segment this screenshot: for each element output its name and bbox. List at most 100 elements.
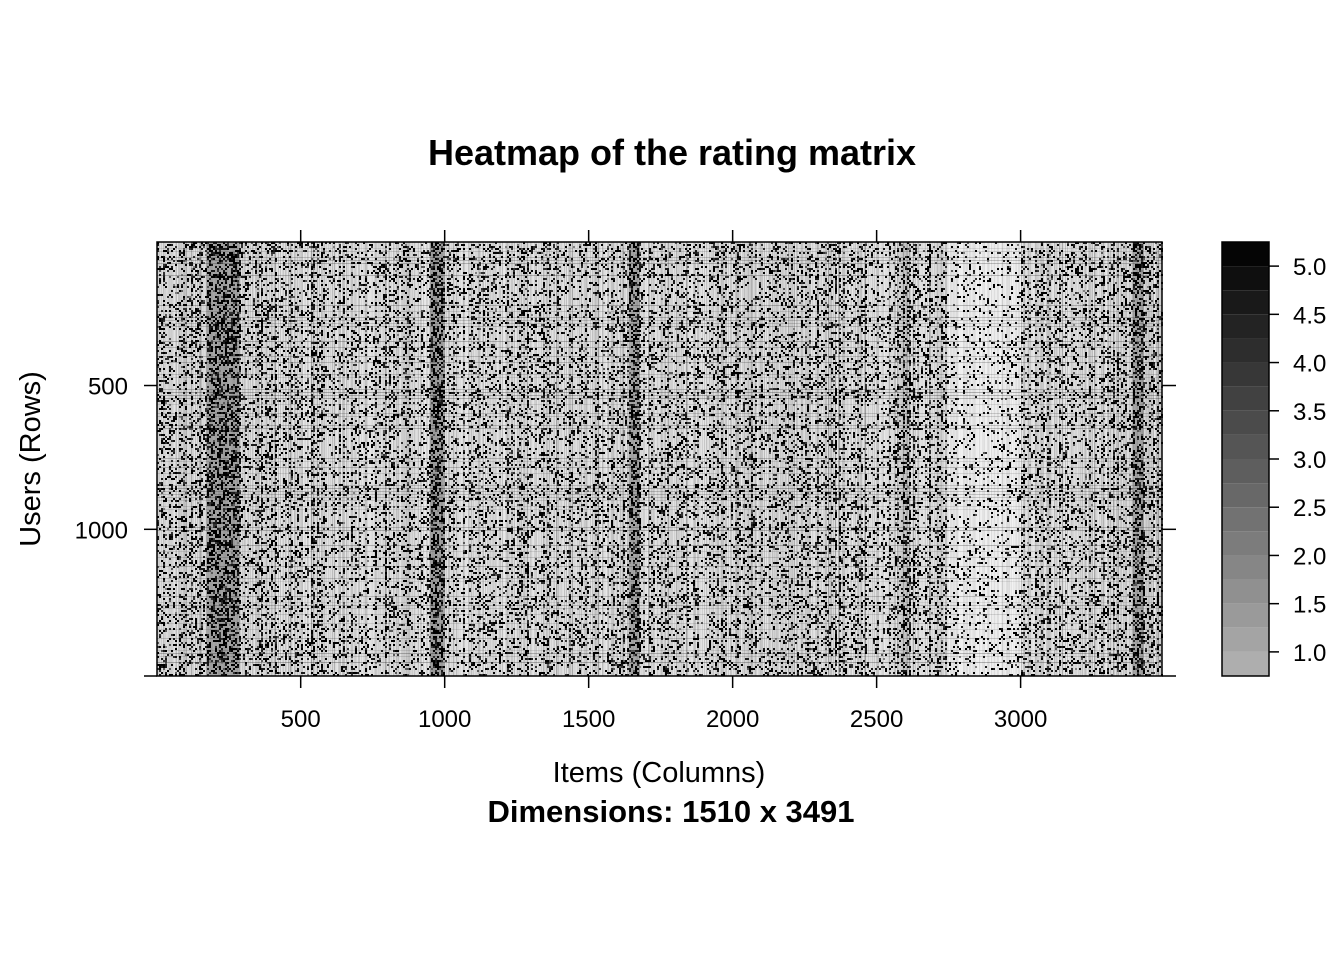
column-streak [725,242,726,676]
column-streak [759,242,760,676]
column-streak [658,242,659,676]
column-streak [671,242,672,676]
column-streak [1097,242,1098,676]
column-streak [659,242,660,676]
column-streak [1079,242,1080,676]
column-streak [377,242,378,676]
column-streak [432,242,433,676]
column-streak [568,242,569,676]
column-streak [278,242,279,676]
column-streak [1024,242,1025,676]
column-streak [291,242,292,676]
column-streak [771,242,772,676]
column-streak [407,242,408,676]
column-streak [523,242,524,676]
color-key-bin [1222,651,1269,676]
column-streak [691,242,692,676]
column-streak [330,242,331,676]
column-streak [217,242,218,676]
column-streak [1087,242,1088,676]
column-streak [635,242,636,676]
column-streak [188,242,189,676]
column-streak [987,242,988,676]
column-streak [1080,242,1081,676]
column-streak [1107,242,1108,676]
column-streak [590,242,591,676]
column-streak [414,242,415,676]
column-streak [890,242,891,676]
column-streak [379,242,380,676]
column-streak [647,242,648,676]
column-streak [712,242,713,676]
column-streak [849,242,850,676]
column-streak [642,242,643,676]
column-streak [303,242,304,676]
column-streak [287,242,288,676]
x-tick-label: 2000 [706,706,759,733]
column-streak [795,242,796,676]
column-streak [991,242,992,676]
column-streak [814,242,815,676]
column-streak [684,242,685,676]
column-streak [782,242,783,676]
y-axis: 500 1000 [75,374,1176,677]
column-streak [427,242,428,676]
column-streak [242,242,243,676]
column-streak [688,242,689,676]
column-streak [522,242,523,676]
color-key-bin [1222,314,1269,339]
column-streak [525,242,526,676]
column-streak [726,242,727,676]
color-key-bin [1222,386,1269,411]
color-key-bin [1222,290,1269,315]
column-streak [827,242,828,676]
column-streak [1031,242,1032,676]
column-streak [222,242,223,676]
column-streak [721,242,722,676]
column-streak [917,242,918,676]
column-streak [1125,242,1126,676]
column-streak [172,242,173,676]
column-streak [1088,242,1089,676]
column-streak [1156,242,1157,676]
column-streak [531,242,532,676]
column-streak [1001,242,1002,676]
column-streak [599,242,600,676]
column-streak [1144,242,1145,676]
column-streak [632,242,633,676]
column-streak [730,242,731,676]
column-streak [465,242,466,676]
column-streak [259,242,260,676]
column-streak [716,242,717,676]
column-streak [597,242,598,676]
column-streak [1104,242,1105,676]
column-streak [676,242,677,676]
column-streak [587,242,588,676]
column-streak [448,242,449,676]
column-streak [737,242,738,676]
column-streak [398,242,399,676]
column-streak [713,242,714,676]
row-streak [157,491,1162,492]
column-streak [582,242,583,676]
column-streak [592,242,593,676]
column-streak [305,242,306,676]
column-streak [209,242,210,676]
column-streak [171,242,172,676]
column-streak [696,242,697,676]
column-streak [399,242,400,676]
column-streak [1009,242,1010,676]
column-streak [746,242,747,676]
column-streak [1099,242,1100,676]
column-streak [675,242,676,676]
column-streak [698,242,699,676]
column-streak [486,242,487,676]
column-streak [1115,242,1116,676]
column-streak [395,242,396,676]
column-streak [733,242,734,676]
column-streak [1039,242,1040,676]
column-streak [856,242,857,676]
column-streak [728,242,729,676]
column-streak [342,242,343,676]
row-streak [157,566,1162,567]
